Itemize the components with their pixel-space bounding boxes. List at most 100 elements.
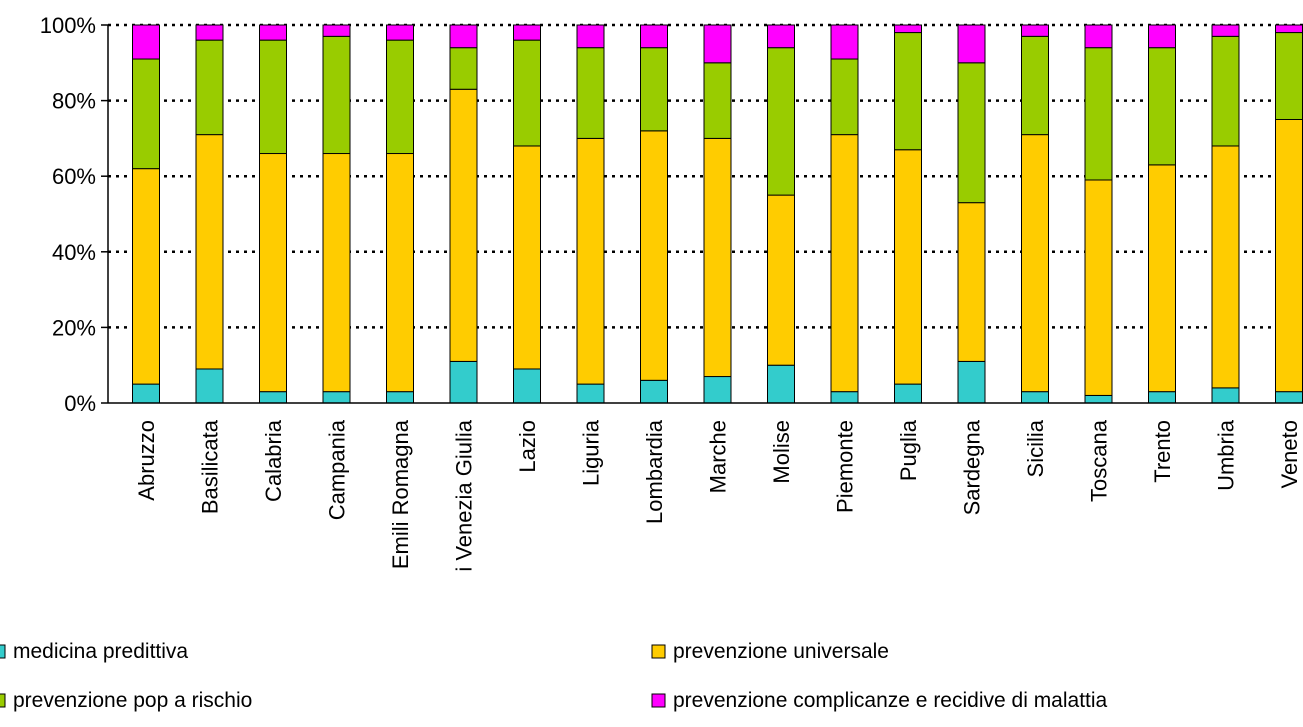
legend-swatch-1 [0, 644, 6, 659]
bar-segment-3 [449, 47, 478, 90]
bar-segment-2 [322, 153, 351, 393]
legend: medicina predittiva prevenzione universal… [0, 640, 1108, 712]
bar-segment-3 [957, 62, 986, 204]
bar-segment-2 [1211, 145, 1240, 389]
bar-segment-1 [259, 391, 287, 404]
category-labels: Abruzzo Basilicata Calabria Campania Emili R… [134, 419, 1302, 571]
bar-segment-3 [322, 35, 351, 155]
bar-segment-1 [703, 376, 732, 404]
bar-segment-4 [1084, 24, 1113, 49]
bar-segment-3 [576, 47, 605, 139]
y-tick-labels: 0% 20% 40% 60% 80% 100% [40, 13, 96, 416]
bar-segment-1 [322, 391, 351, 404]
bar-segment-2 [767, 194, 795, 366]
bar-segment-4 [830, 24, 859, 60]
bar-segment-4 [894, 24, 922, 34]
legend-label-2: prevenzione universale [673, 640, 889, 663]
bar-segment-4 [386, 24, 414, 41]
category-label: Campania [325, 419, 350, 520]
bar-segment-3 [1211, 35, 1240, 147]
bar-segment-1 [1084, 394, 1113, 404]
bar-segment-2 [1148, 164, 1176, 393]
bar-segment-3 [767, 47, 795, 196]
bar-segment-3 [830, 58, 859, 136]
bar-segment-4 [1275, 24, 1303, 34]
bar-segment-4 [1211, 24, 1240, 37]
bar-segment-4 [703, 24, 732, 64]
bar-segment-3 [640, 47, 668, 132]
bar-segment-2 [1275, 119, 1303, 393]
bar-segment-2 [703, 137, 732, 378]
bar-segment-4 [259, 24, 287, 41]
bar-segment-1 [957, 360, 986, 404]
bar-segment-3 [259, 39, 287, 155]
category-label: Umbria [1214, 419, 1239, 491]
y-tick-label: 60% [52, 164, 96, 189]
bar-segment-4 [640, 24, 668, 49]
legend-swatch-4 [651, 693, 666, 708]
bar-segment-1 [1148, 391, 1176, 404]
bar-segment-2 [957, 202, 986, 362]
y-tick-label: 100% [40, 13, 96, 38]
bar-segment-3 [1148, 47, 1176, 166]
category-label: Calabria [261, 419, 286, 502]
category-label: Trento [1150, 420, 1175, 483]
bar-segment-1 [1021, 391, 1049, 404]
bar-segment-4 [1148, 24, 1176, 49]
bar-segment-4 [1021, 24, 1049, 37]
category-label: Toscana [1087, 419, 1112, 502]
bar-segment-4 [322, 24, 351, 37]
bar-segment-1 [830, 391, 859, 404]
bar-segment-2 [830, 134, 859, 393]
bar-segment-3 [1084, 47, 1113, 181]
bar-segment-2 [640, 130, 668, 381]
category-label: Piemonte [833, 420, 858, 513]
category-label: i Venezia Giulia [452, 419, 477, 571]
bar-segment-2 [576, 137, 605, 385]
category-label: Marche [706, 420, 731, 493]
bar-segment-3 [703, 62, 732, 139]
bar-segment-2 [1084, 179, 1113, 396]
bar-segment-1 [576, 383, 605, 404]
bar-segment-1 [894, 383, 922, 404]
bar-segment-1 [132, 383, 160, 404]
bar-segment-2 [449, 88, 478, 362]
category-label: Veneto [1277, 420, 1302, 489]
bar-segment-3 [386, 39, 414, 155]
legend-label-3: prevenzione pop a rischio [13, 689, 252, 712]
bar-segment-2 [513, 145, 541, 370]
y-tick-label: 40% [52, 240, 96, 265]
bar-segment-2 [1021, 134, 1049, 393]
category-label: Sardegna [960, 419, 985, 515]
category-label: Lombardia [642, 419, 667, 524]
bar-segment-4 [449, 24, 478, 49]
bar-segment-1 [767, 364, 795, 404]
bar-segment-4 [513, 24, 541, 41]
category-label: Abruzzo [134, 420, 159, 501]
bar-segment-1 [195, 368, 224, 404]
bar-segment-2 [259, 153, 287, 393]
y-tick-label: 80% [52, 89, 96, 114]
y-tick-label: 0% [64, 391, 96, 416]
bar-segment-4 [576, 24, 605, 49]
bar-segment-1 [513, 368, 541, 404]
category-label: Molise [769, 420, 794, 484]
category-label: Sicilia [1023, 419, 1048, 477]
category-label: Liguria [579, 419, 604, 486]
bar-segment-3 [195, 39, 224, 136]
legend-swatch-3 [0, 693, 6, 708]
bar-segment-4 [195, 24, 224, 41]
bar-segment-2 [386, 153, 414, 393]
category-label: Basilicata [198, 419, 223, 514]
bar-segment-2 [132, 168, 160, 385]
bar-segment-2 [894, 149, 922, 385]
bar-segment-3 [132, 58, 160, 170]
axes [101, 24, 1303, 404]
bar-segment-3 [1021, 35, 1049, 136]
bar-segment-1 [449, 360, 478, 404]
bar-stacks [132, 24, 1303, 404]
bar-segment-1 [1275, 391, 1303, 404]
legend-label-4: prevenzione complicanze e recidive di ma… [673, 689, 1108, 712]
category-label: Emili Romagna [388, 419, 413, 569]
legend-label-1: medicina predittiva [13, 640, 188, 663]
